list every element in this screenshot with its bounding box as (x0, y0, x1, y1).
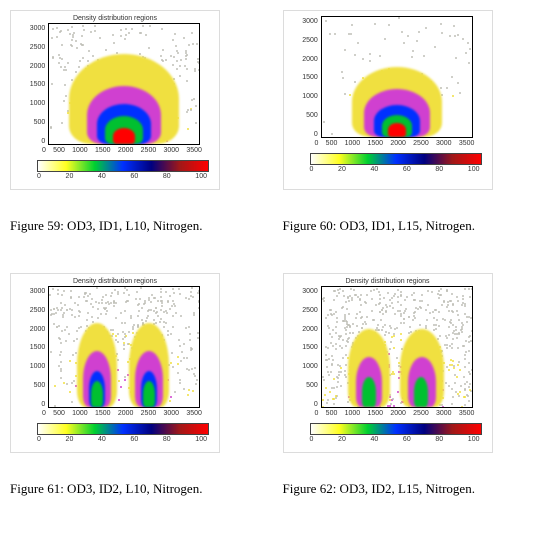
plot-title: Density distribution regions (73, 278, 157, 285)
y-axis: 3000 2500 2000 1500 1000 500 0 (302, 18, 318, 138)
figure-60: 3000 2500 2000 1500 1000 500 0 0 500 100… (283, 10, 493, 190)
figure-caption: Figure 59: OD3, ID1, L10, Nitrogen. (10, 218, 202, 235)
figure-59: Density distribution regions 3000 2500 2… (10, 10, 220, 190)
colorbar-ticks: 0 20 40 60 80 100 (310, 436, 480, 443)
figure-caption: Figure 61: OD3, ID2, L10, Nitrogen. (10, 481, 202, 498)
y-axis: 3000 2500 2000 1500 1000 500 0 (30, 25, 46, 145)
colorbar-gradient (37, 423, 209, 435)
colorbar-gradient (310, 153, 482, 165)
x-axis: 0 500 1000 1500 2000 2500 3000 3500 (315, 140, 475, 147)
plot-area (48, 286, 200, 408)
panel-59: Density distribution regions 3000 2500 2… (10, 10, 253, 263)
plot-area (48, 23, 200, 145)
figure-62: Density distribution regions 3000 2500 2… (283, 273, 493, 453)
panel-60: 3000 2500 2000 1500 1000 500 0 0 500 100… (283, 10, 526, 263)
colorbar-ticks: 0 20 40 60 80 100 (37, 436, 207, 443)
y-axis: 3000 2500 2000 1500 1000 500 0 (30, 288, 46, 408)
panel-62: Density distribution regions 3000 2500 2… (283, 273, 526, 526)
figure-caption: Figure 60: OD3, ID1, L15, Nitrogen. (283, 218, 475, 235)
colorbar-ticks: 0 20 40 60 80 100 (37, 173, 207, 180)
colorbar: 0 20 40 60 80 100 (310, 423, 480, 443)
plot-area (321, 286, 473, 408)
colorbar: 0 20 40 60 80 100 (310, 153, 480, 173)
figure-caption: Figure 62: OD3, ID2, L15, Nitrogen. (283, 481, 475, 498)
figure-grid: Density distribution regions 3000 2500 2… (10, 10, 525, 526)
colorbar-gradient (37, 160, 209, 172)
colorbar: 0 20 40 60 80 100 (37, 160, 207, 180)
colorbar-ticks: 0 20 40 60 80 100 (310, 166, 480, 173)
x-axis: 0 500 1000 1500 2000 2500 3000 3500 (315, 410, 475, 417)
x-axis: 0 500 1000 1500 2000 2500 3000 3500 (42, 147, 202, 154)
y-axis: 3000 2500 2000 1500 1000 500 0 (302, 288, 318, 408)
plot-area (321, 16, 473, 138)
plot-title: Density distribution regions (345, 278, 429, 285)
figure-61: Density distribution regions 3000 2500 2… (10, 273, 220, 453)
colorbar-gradient (310, 423, 482, 435)
x-axis: 0 500 1000 1500 2000 2500 3000 3500 (42, 410, 202, 417)
colorbar: 0 20 40 60 80 100 (37, 423, 207, 443)
plot-title: Density distribution regions (73, 15, 157, 22)
panel-61: Density distribution regions 3000 2500 2… (10, 273, 253, 526)
